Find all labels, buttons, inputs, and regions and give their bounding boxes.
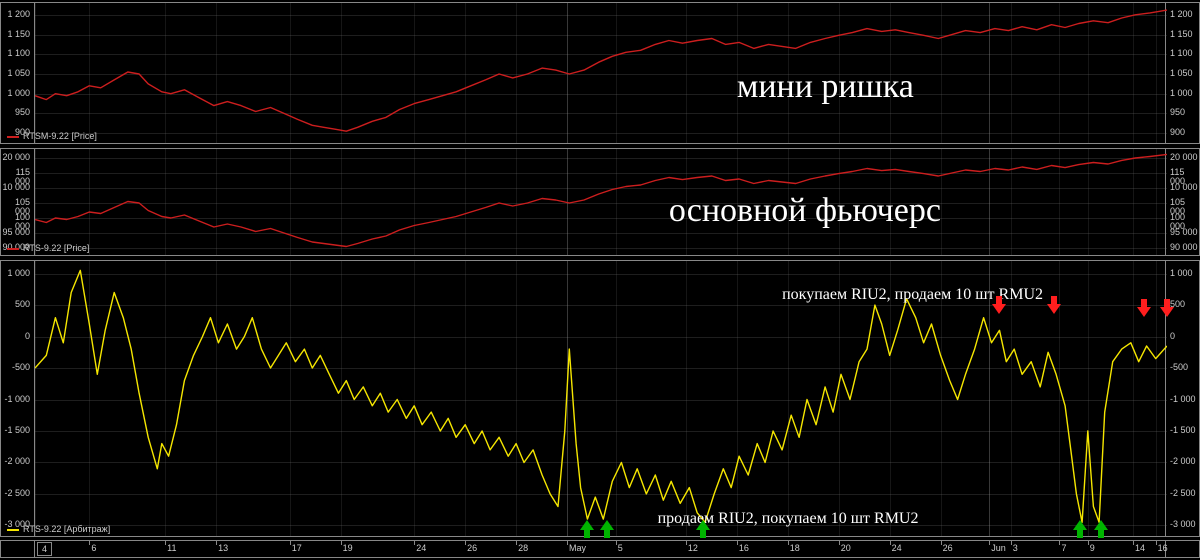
y-tick-right: 0 xyxy=(1170,332,1175,341)
x-tick: 20 xyxy=(841,543,851,553)
y-tick-left: -1 500 xyxy=(0,426,30,435)
series-legend: RTS-9.22 [Арбитраж] xyxy=(7,524,110,534)
arrow-down-icon xyxy=(1047,296,1061,319)
x-tick: 17 xyxy=(292,543,302,553)
y-tick-right: 1 150 xyxy=(1170,30,1193,39)
y-tick-right: 90 000 xyxy=(1170,243,1198,252)
x-tick: 16 xyxy=(1158,543,1168,553)
y-tick-left: 1 000 xyxy=(0,89,30,98)
arrow-down-icon xyxy=(992,296,1006,319)
x-tick: 13 xyxy=(218,543,228,553)
x-tick: 24 xyxy=(892,543,902,553)
y-tick-left: 1 100 xyxy=(0,49,30,58)
panel-title: основной фьючерс xyxy=(669,192,941,230)
y-tick-right: -1 000 xyxy=(1170,395,1196,404)
y-tick-right: 1 000 xyxy=(1170,269,1193,278)
y-tick-right: -2 500 xyxy=(1170,489,1196,498)
x-tick: 28 xyxy=(518,543,528,553)
y-tick-left: 1 050 xyxy=(0,69,30,78)
x-tick: 9 xyxy=(1090,543,1095,553)
x-tick: Jun xyxy=(991,543,1006,553)
y-tick-left: 1 150 xyxy=(0,30,30,39)
y-tick-left: 1 200 xyxy=(0,10,30,19)
y-tick-right: 1 200 xyxy=(1170,10,1193,19)
chart-panel: 9009009509501 0001 0001 0501 0501 1001 1… xyxy=(0,2,1200,144)
y-tick-left: 115 000 xyxy=(0,168,30,186)
y-tick-right: 105 000 xyxy=(1170,198,1199,216)
x-tick: 12 xyxy=(688,543,698,553)
y-tick-right: -1 500 xyxy=(1170,426,1196,435)
y-tick-left: 20 000 xyxy=(0,153,30,162)
y-tick-left: 0 xyxy=(0,332,30,341)
x-tick: 26 xyxy=(943,543,953,553)
arrow-down-icon xyxy=(1137,299,1151,322)
chart-panel: -3 000-3 000-2 500-2 500-2 000-2 000-1 5… xyxy=(0,260,1200,537)
chart-panel: 90 00090 00095 00095 000100 000100 00010… xyxy=(0,148,1200,256)
x-first-tick: 4 xyxy=(37,542,52,556)
y-tick-right: 950 xyxy=(1170,108,1185,117)
x-tick: May xyxy=(569,543,586,553)
y-tick-left: 950 xyxy=(0,108,30,117)
y-tick-left: 105 000 xyxy=(0,198,30,216)
y-tick-right: -2 000 xyxy=(1170,457,1196,466)
series-legend: RTSM-9.22 [Price] xyxy=(7,131,97,141)
y-tick-right: 20 000 xyxy=(1170,153,1198,162)
x-tick: 19 xyxy=(343,543,353,553)
x-tick: 5 xyxy=(618,543,623,553)
arrow-down-icon xyxy=(1160,299,1174,322)
panel-title: мини ришка xyxy=(737,68,914,106)
series-legend: RTS-9.22 [Price] xyxy=(7,243,89,253)
price-line xyxy=(35,3,1167,145)
y-tick-left: -2 500 xyxy=(0,489,30,498)
y-tick-right: 900 xyxy=(1170,128,1185,137)
x-tick: 16 xyxy=(739,543,749,553)
x-tick: 3 xyxy=(1013,543,1018,553)
x-tick: 11 xyxy=(167,543,176,553)
x-axis: 4 6 11 13 17 19 24 26 28 May 5 12 16 18 20 24 26 Jun 3 7 9 14… xyxy=(0,540,1200,558)
y-tick-right: 1 000 xyxy=(1170,89,1193,98)
x-tick: 24 xyxy=(416,543,426,553)
price-line xyxy=(35,149,1167,257)
x-tick: 7 xyxy=(1061,543,1066,553)
y-tick-left: -1 000 xyxy=(0,395,30,404)
y-tick-left: -500 xyxy=(0,363,30,372)
x-tick: 6 xyxy=(91,543,96,553)
y-tick-right: 115 000 xyxy=(1170,168,1199,186)
x-tick: 18 xyxy=(790,543,800,553)
y-tick-right: 1 050 xyxy=(1170,69,1193,78)
y-tick-right: -500 xyxy=(1170,363,1188,372)
x-tick: 26 xyxy=(467,543,477,553)
x-tick: 14 xyxy=(1135,543,1145,553)
y-tick-right: 1 100 xyxy=(1170,49,1193,58)
y-tick-left: -2 000 xyxy=(0,457,30,466)
y-tick-left: 500 xyxy=(0,300,30,309)
y-tick-right: -3 000 xyxy=(1170,520,1196,529)
y-tick-left: 1 000 xyxy=(0,269,30,278)
